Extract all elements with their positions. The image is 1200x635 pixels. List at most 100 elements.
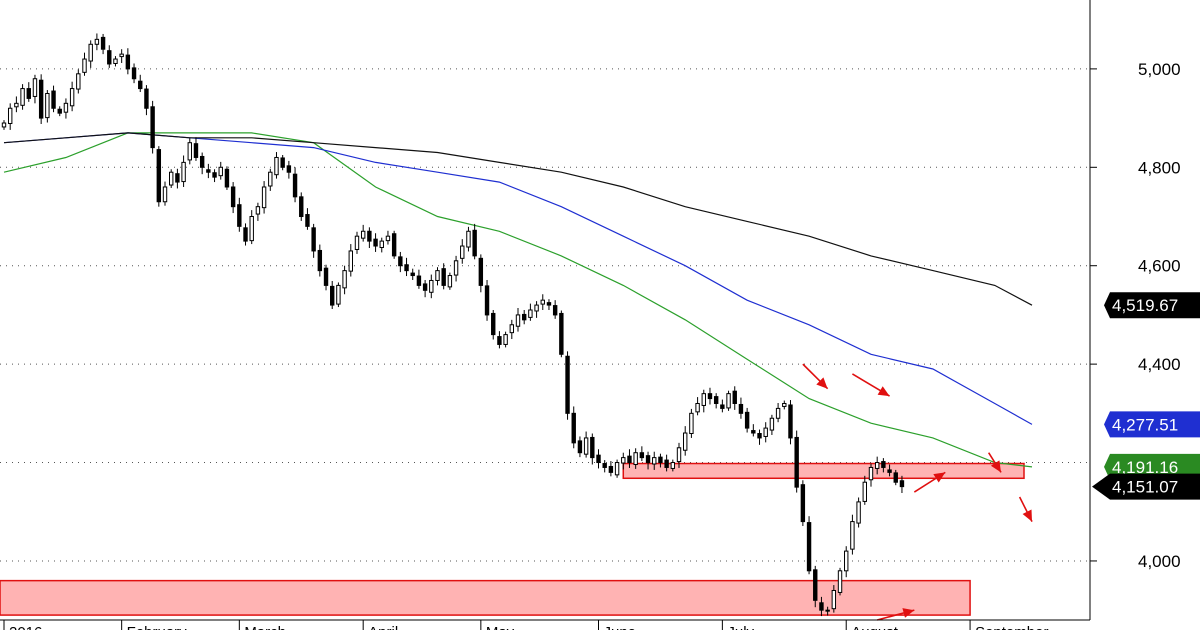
- candle-body: [689, 412, 694, 435]
- candle-body: [596, 454, 601, 464]
- candle-body: [187, 142, 192, 161]
- last-value-badges: 4,519.67 4,277.51 4,191.164,151.07: [1092, 292, 1200, 500]
- candle-body: [738, 403, 744, 414]
- candle-body: [565, 355, 570, 414]
- candle-body: [435, 270, 440, 281]
- candle-body: [466, 230, 471, 248]
- candle-body: [583, 437, 589, 455]
- candle-body: [249, 216, 254, 242]
- candle-body: [255, 206, 261, 215]
- candle-body: [317, 249, 323, 272]
- arrow-head: [1022, 509, 1032, 522]
- candle-body: [491, 312, 496, 336]
- candle-body: [453, 260, 459, 276]
- value-badge: [1092, 473, 1200, 500]
- value-badge-label: 4,277.51: [1112, 415, 1178, 434]
- time-tick-label: August: [851, 624, 899, 630]
- candle-body: [7, 107, 13, 125]
- candle-body: [32, 78, 38, 97]
- candle-body: [348, 250, 353, 272]
- candle-body: [441, 268, 446, 286]
- candle-body: [360, 230, 366, 239]
- candle-body: [76, 73, 81, 90]
- value-badge: [1104, 411, 1200, 438]
- value-badge-label: 4,191.16: [1112, 458, 1178, 477]
- candle-body: [354, 235, 360, 250]
- candle-body: [515, 314, 521, 327]
- candle-body: [868, 466, 874, 481]
- candle-body: [521, 313, 527, 321]
- candle-body: [881, 461, 886, 468]
- candle-body: [782, 402, 787, 407]
- candle-body: [367, 230, 372, 242]
- candle-body: [633, 452, 638, 466]
- candle-body: [175, 173, 180, 183]
- time-tick-label: 2016: [9, 624, 42, 630]
- candle-body: [119, 53, 124, 58]
- candle-body: [286, 165, 292, 173]
- candle-body: [460, 245, 465, 259]
- candle-body: [20, 88, 25, 106]
- candle-body: [850, 521, 855, 550]
- candlesticks: [1, 33, 905, 617]
- candle-body: [69, 88, 75, 107]
- price-tick-label: 4,400: [1138, 355, 1181, 374]
- candle-body: [552, 305, 558, 316]
- candle-body: [138, 80, 143, 90]
- candle-body: [732, 390, 737, 404]
- candle-body: [342, 270, 347, 289]
- candle-body: [744, 411, 750, 429]
- candle-body: [88, 43, 93, 62]
- candle-body: [125, 54, 131, 70]
- candle-body: [150, 106, 155, 149]
- candle-body: [416, 275, 422, 286]
- time-tick-label: July: [727, 624, 754, 630]
- time-tick-label: September: [975, 624, 1048, 630]
- candle-body: [336, 284, 341, 305]
- candle-body: [398, 256, 403, 267]
- candle-body: [639, 452, 645, 459]
- candle-body: [546, 302, 552, 306]
- candle-body: [763, 427, 768, 437]
- candle-body: [230, 186, 236, 208]
- moving-averages: [3, 132, 1033, 468]
- arrow-head: [933, 472, 946, 483]
- candle-body: [813, 569, 818, 601]
- candle-body: [373, 238, 378, 247]
- candle-body: [311, 227, 316, 252]
- candle-body: [627, 455, 632, 464]
- candle-body: [844, 550, 849, 572]
- price-tick-label: 4,000: [1138, 552, 1181, 571]
- candle-body: [676, 447, 682, 463]
- candle-body: [769, 417, 775, 431]
- annotation-arrows: [802, 363, 1033, 621]
- candle-body: [614, 462, 620, 476]
- candle-body: [385, 235, 391, 242]
- candle-body: [82, 58, 87, 73]
- price-tick-label: 5,000: [1138, 60, 1181, 79]
- candle-body: [503, 334, 508, 345]
- candle-body: [113, 58, 118, 64]
- candle-body: [571, 412, 576, 444]
- price-tick-label: 4,800: [1138, 158, 1181, 177]
- candle-body: [497, 336, 502, 345]
- time-tick-label: May: [486, 624, 515, 630]
- candle-body: [243, 227, 248, 242]
- candle-body: [608, 465, 614, 473]
- moving-average-line: [3, 132, 1033, 468]
- candle-body: [645, 455, 651, 464]
- candle-body: [887, 469, 892, 473]
- arrow-head: [902, 608, 915, 618]
- candle-body: [775, 407, 781, 419]
- candle-body: [577, 440, 583, 454]
- moving-average-line: [3, 132, 1033, 306]
- candle-body: [478, 257, 484, 286]
- candle-body: [156, 149, 162, 203]
- candle-body: [379, 240, 384, 249]
- candle-body: [540, 299, 545, 305]
- candle-body: [274, 156, 279, 176]
- candle-body: [199, 155, 205, 168]
- candle-body: [280, 157, 285, 168]
